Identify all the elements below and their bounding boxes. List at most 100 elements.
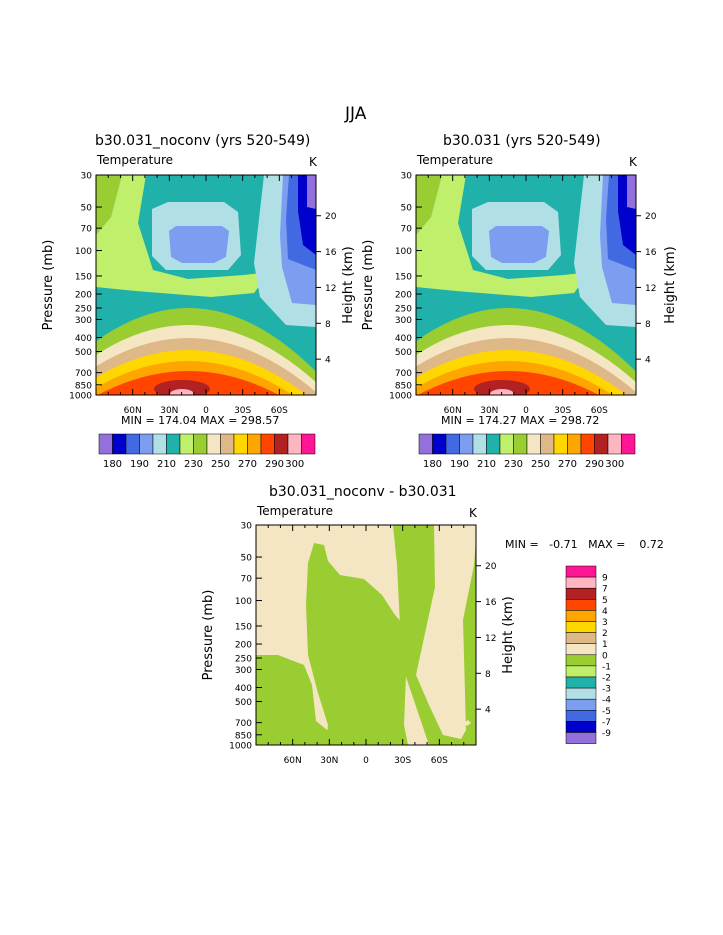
colorbar1-swatch (274, 433, 289, 455)
height-tick-label: 8 (645, 320, 651, 330)
lat-tick-label: 60N (124, 406, 142, 416)
colorbar3-label: 0 (602, 651, 608, 661)
colorbar1-label: 300 (285, 459, 304, 470)
colorbar2-swatch (418, 433, 433, 455)
colorbar3-label: -5 (602, 707, 611, 717)
pressure-tick-label: 70 (241, 575, 253, 585)
pressure-tick-label: 30 (81, 172, 93, 182)
colorbar3-swatch (565, 732, 597, 744)
panel3-variable: Temperature (257, 504, 334, 518)
colorbar3-swatch (565, 621, 597, 633)
colorbar3-swatch (565, 599, 597, 611)
pressure-tick-label: 200 (235, 641, 252, 651)
diff-region-neg-east (393, 525, 476, 745)
colorbar2-swatch (540, 433, 555, 455)
pressure-tick-label: 150 (75, 272, 92, 282)
pressure-tick-label: 300 (235, 666, 252, 676)
lat-tick-label: 60N (284, 756, 302, 766)
pressure-axis-title: Pressure (mb) (201, 590, 216, 681)
colorbar3-swatch (565, 665, 597, 678)
height-tick-label: 4 (645, 356, 651, 366)
pressure-tick-label: 400 (395, 334, 412, 344)
colorbar1-swatch (206, 433, 221, 455)
colorbar3-swatch (565, 654, 597, 667)
height-tick-label: 4 (325, 356, 331, 366)
pressure-tick-label: 850 (235, 731, 252, 741)
band-195 (489, 226, 549, 263)
lat-tick-label: 0 (523, 406, 529, 416)
panel1-units: K (309, 155, 317, 169)
colorbar1-swatch (125, 433, 140, 455)
colorbar1-swatch (139, 433, 154, 455)
lat-tick-label: 30S (554, 406, 571, 416)
panel2-units: K (629, 155, 637, 169)
pressure-tick-label: 100 (235, 597, 252, 607)
band-290 (154, 380, 210, 395)
pressure-tick-label: 100 (75, 247, 92, 257)
colorbar1-label: 190 (130, 459, 149, 470)
colorbar1-label: 290 (265, 459, 284, 470)
colorbar3-label: 2 (602, 629, 608, 639)
lat-tick-label: 30N (320, 756, 338, 766)
pressure-tick-label: 400 (75, 334, 92, 344)
height-tick-label: 20 (485, 562, 497, 572)
pressure-tick-label: 50 (401, 204, 413, 214)
colorbar2-label: 230 (504, 459, 523, 470)
colorbar3-swatch (565, 676, 597, 689)
band-220 (96, 175, 270, 297)
pressure-tick-label: 500 (395, 348, 412, 358)
colorbar1-label: 270 (238, 459, 257, 470)
colorbar2-swatch (580, 433, 595, 455)
height-axis-title: Height (km) (501, 596, 516, 673)
colorbar3-label: 3 (602, 618, 608, 628)
height-tick-label: 16 (325, 248, 337, 258)
colorbar3-label: 1 (602, 640, 608, 650)
band-230-nw (96, 175, 122, 235)
pressure-tick-label: 250 (235, 655, 252, 665)
lat-tick-label: 60S (431, 756, 448, 766)
height-tick-label: 20 (645, 212, 657, 222)
panel1-title: b30.031_noconv (yrs 520-549) (95, 133, 311, 149)
colorbar1-swatch (287, 433, 302, 455)
pressure-tick-label: 30 (241, 522, 253, 532)
pressure-tick-label: 150 (235, 622, 252, 632)
panel3-title: b30.031_noconv - b30.031 (269, 484, 457, 500)
height-tick-label: 16 (645, 248, 657, 258)
lat-tick-label: 0 (363, 756, 369, 766)
colorbar3-label: -3 (602, 685, 611, 695)
diff-region-neg-mid (306, 543, 412, 745)
height-axis-title: Height (km) (341, 246, 356, 323)
colorbar2-swatch (513, 433, 528, 455)
pressure-tick-label: 1000 (229, 742, 252, 752)
colorbar2-swatch (594, 433, 609, 455)
colorbar1-label: 250 (211, 459, 230, 470)
band-195 (169, 226, 229, 263)
lat-tick-label: 30S (234, 406, 251, 416)
colorbar1-swatch (98, 433, 113, 455)
colorbar2-swatch (567, 433, 582, 455)
pressure-tick-label: 500 (235, 698, 252, 708)
colorbar2-swatch (499, 433, 514, 455)
colorbar2-swatch (486, 433, 501, 455)
colorbar1-swatch (166, 433, 181, 455)
panel3-stats: MIN = -0.71 MAX = 0.72 (505, 538, 664, 551)
pressure-tick-label: 850 (75, 381, 92, 391)
diff-region-neg-sw (256, 655, 340, 745)
pressure-tick-label: 400 (235, 684, 252, 694)
panel-noconv: 305070100150200250300400500700850100060N… (41, 172, 356, 471)
pressure-tick-label: 100 (395, 247, 412, 257)
colorbar2-label: 180 (423, 459, 442, 470)
pressure-tick-label: 700 (235, 719, 252, 729)
colorbar2-swatch (472, 433, 487, 455)
colorbar2-label: 300 (605, 459, 624, 470)
colorbar2-swatch (445, 433, 460, 455)
band-290 (474, 380, 530, 395)
colorbar1-swatch (233, 433, 248, 455)
colorbar3-label: -9 (602, 729, 611, 739)
pressure-tick-label: 1000 (69, 392, 92, 402)
colorbar2-swatch (459, 433, 474, 455)
colorbar2-swatch (607, 433, 622, 455)
colorbar2-swatch (553, 433, 568, 455)
pressure-tick-label: 850 (395, 381, 412, 391)
